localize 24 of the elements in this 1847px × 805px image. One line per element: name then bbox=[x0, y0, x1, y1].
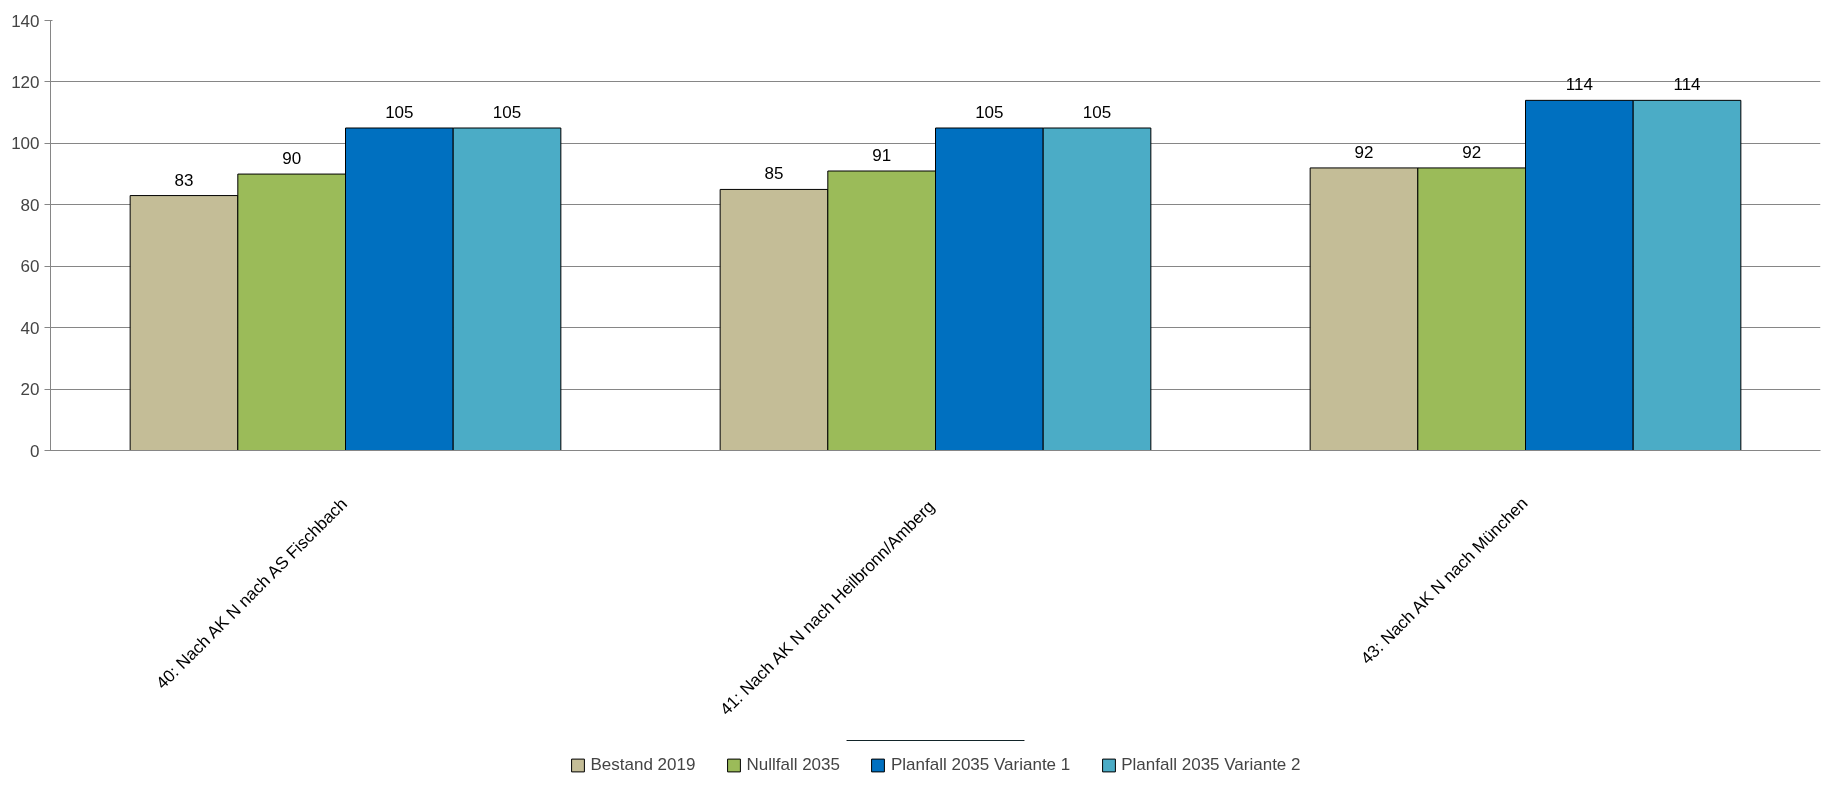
data-label: 92 bbox=[1354, 142, 1374, 162]
y-tick-label: 100 bbox=[11, 134, 40, 154]
y-tick-label: 120 bbox=[11, 72, 40, 92]
data-label: 85 bbox=[764, 164, 784, 184]
y-tick-label: 140 bbox=[11, 11, 40, 31]
data-label: 105 bbox=[492, 103, 522, 122]
data-label: 92 bbox=[1462, 142, 1482, 162]
data-label: 114 bbox=[1565, 75, 1593, 95]
legend-label: Bestand 2019 bbox=[590, 755, 696, 775]
data-label: 105 bbox=[1082, 103, 1112, 122]
y-tick-label: 0 bbox=[30, 441, 40, 461]
legend-label: Nullfall 2035 bbox=[746, 755, 840, 775]
y-tick-label: 80 bbox=[20, 195, 40, 215]
data-label: 105 bbox=[975, 103, 1004, 122]
legend-label: Planfall 2035 Variante 1 bbox=[890, 755, 1071, 775]
y-tick-label: 60 bbox=[20, 257, 40, 277]
y-tick-label: 40 bbox=[20, 318, 40, 338]
data-label: 105 bbox=[385, 103, 414, 122]
legend-label: Planfall 2035 Variante 2 bbox=[1121, 755, 1301, 775]
data-label: 90 bbox=[282, 149, 302, 169]
data-label: 83 bbox=[174, 170, 194, 190]
y-tick-label: 20 bbox=[20, 380, 40, 400]
data-label: 114 bbox=[1673, 75, 1701, 95]
data-label: 91 bbox=[872, 146, 892, 165]
